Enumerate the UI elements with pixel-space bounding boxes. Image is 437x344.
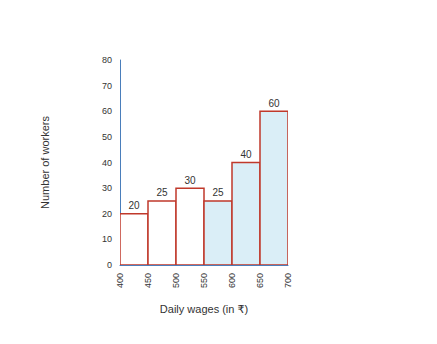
svg-text:30: 30 <box>184 175 196 186</box>
svg-text:60: 60 <box>268 98 280 109</box>
svg-text:650: 650 <box>255 273 265 288</box>
svg-text:25: 25 <box>212 187 224 198</box>
svg-text:0: 0 <box>107 260 112 270</box>
svg-text:60: 60 <box>102 106 112 116</box>
svg-text:700: 700 <box>283 273 293 288</box>
svg-text:40: 40 <box>240 149 252 160</box>
svg-text:70: 70 <box>102 81 112 91</box>
svg-text:400: 400 <box>115 273 125 288</box>
svg-text:40: 40 <box>102 158 112 168</box>
svg-text:10: 10 <box>102 234 112 244</box>
svg-text:450: 450 <box>143 273 153 288</box>
svg-text:600: 600 <box>227 273 237 288</box>
svg-text:80: 80 <box>102 55 112 65</box>
svg-text:550: 550 <box>199 273 209 288</box>
svg-text:Daily wages (in ₹): Daily wages (in ₹) <box>160 303 248 315</box>
svg-text:20: 20 <box>128 200 140 211</box>
svg-text:25: 25 <box>156 187 168 198</box>
svg-text:20: 20 <box>102 209 112 219</box>
svg-text:Number of workers: Number of workers <box>39 116 51 209</box>
svg-text:30: 30 <box>102 183 112 193</box>
svg-text:500: 500 <box>171 273 181 288</box>
svg-text:50: 50 <box>102 132 112 142</box>
